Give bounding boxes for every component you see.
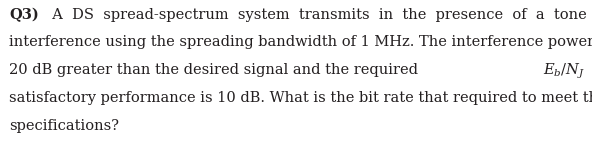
Text: 20 dB greater than the desired signal and the required: 20 dB greater than the desired signal an…	[9, 63, 423, 77]
Text: specifications?: specifications?	[9, 119, 119, 133]
Text: $E_b/N_J$: $E_b/N_J$	[543, 62, 585, 81]
Text: A  DS  spread-spectrum  system  transmits  in  the  presence  of  a  tone: A DS spread-spectrum system transmits in…	[43, 8, 587, 22]
Text: satisfactory performance is 10 dB. What is the bit rate that required to meet th: satisfactory performance is 10 dB. What …	[9, 91, 592, 105]
Text: interference using the spreading bandwidth of 1 MHz. The interference power is: interference using the spreading bandwid…	[9, 35, 592, 50]
Text: Q3): Q3)	[9, 8, 38, 22]
